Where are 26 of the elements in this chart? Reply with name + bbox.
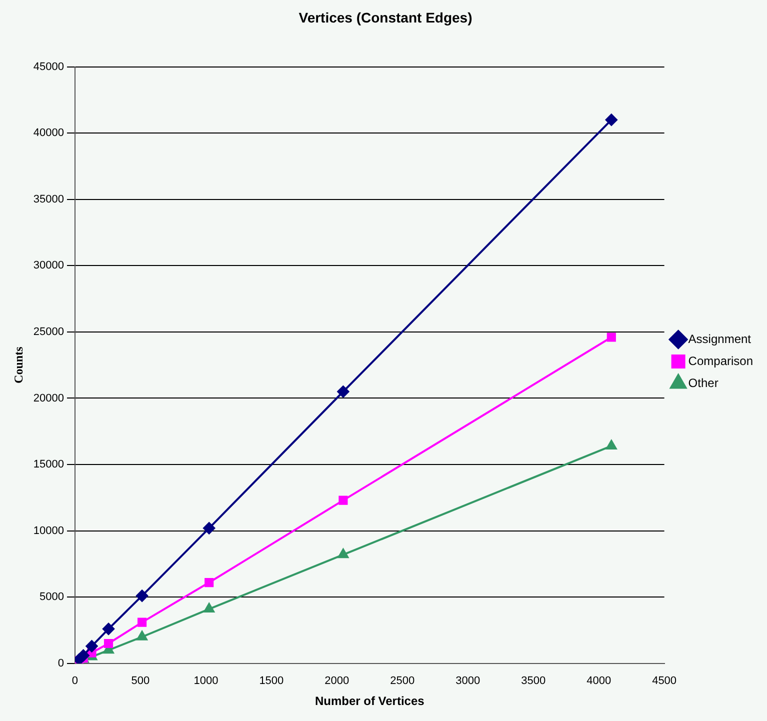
- x-tick-label: 1000: [194, 675, 218, 688]
- x-tick-label: 3500: [521, 675, 546, 688]
- y-tick-label: 20000: [33, 392, 64, 404]
- x-tick-label: 500: [131, 675, 150, 688]
- x-tick-label: 0: [72, 675, 78, 688]
- y-tick-label: 25000: [33, 326, 64, 338]
- x-tick-label: 4000: [586, 675, 612, 688]
- y-tick-label: 30000: [33, 260, 64, 272]
- x-tick-label: 3000: [456, 675, 480, 688]
- y-tick-label: 35000: [33, 193, 64, 206]
- y-tick-label: 45000: [33, 60, 64, 73]
- legend-label: Other: [688, 376, 718, 390]
- legend-label: Comparison: [688, 354, 754, 368]
- x-tick-label: 2500: [390, 675, 415, 688]
- y-tick-label: 0: [58, 657, 64, 670]
- x-tick-label: 4500: [652, 675, 677, 688]
- y-tick-label: 5000: [40, 591, 64, 604]
- chart-title: Vertices (Constant Edges): [298, 9, 472, 26]
- y-tick-label: 10000: [33, 524, 64, 537]
- y-tick-label: 40000: [33, 127, 64, 140]
- legend-label: Assignment: [688, 332, 752, 346]
- x-tick-label: 2000: [324, 675, 350, 688]
- y-tick-label: 15000: [33, 458, 64, 471]
- x-tick-label: 1500: [259, 675, 284, 688]
- y-axis-title: Counts: [11, 346, 26, 384]
- x-axis-title: Number of Vertices: [314, 694, 425, 708]
